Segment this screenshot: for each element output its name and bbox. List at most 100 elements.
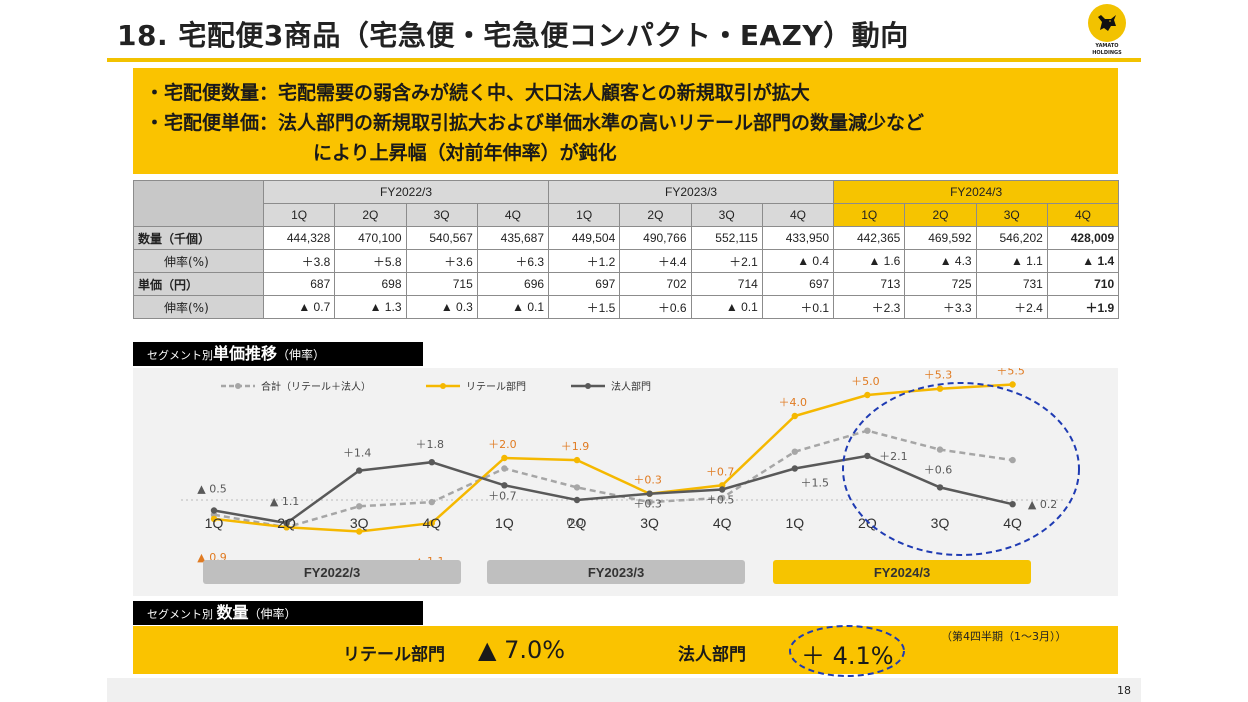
- corporate-volume-value: ＋ 4.1%: [801, 642, 894, 670]
- quarter-header: 3Q: [975, 203, 1048, 227]
- table-cell: ＋3.3: [904, 295, 977, 319]
- table-row-volume: 数量（千個） 444,328 470,100 540,567 435,687 4…: [133, 226, 1120, 250]
- data-point: [428, 498, 435, 506]
- legend-label: 法人部門: [611, 380, 651, 393]
- series-line-2: [213, 454, 1013, 525]
- year-group-label: FY2024/3: [874, 565, 930, 580]
- x-tick-label: 1Q: [495, 515, 514, 531]
- table-quarter-header-row: 1Q 2Q 3Q 4Q 1Q 2Q 3Q 4Q 1Q 2Q 3Q 4Q: [134, 203, 1120, 227]
- table-cell: ＋1.5: [548, 295, 621, 319]
- year-group-bar: [773, 560, 1031, 584]
- table-cell: 696: [476, 272, 550, 296]
- row-label: 伸率(%): [133, 249, 264, 273]
- data-point: [936, 484, 944, 491]
- highlight-ellipse-volume: [789, 625, 905, 677]
- year-group-bar: [487, 560, 745, 584]
- table-cell: 428,009: [1046, 226, 1120, 250]
- legend-marker: [440, 383, 446, 389]
- quarter-header: 4Q: [1046, 203, 1120, 227]
- segment-price-main: 単価推移: [213, 344, 278, 363]
- corporate-point-label: ＋2.1: [879, 450, 908, 463]
- corporate-point-label: ＋0.5: [706, 494, 735, 507]
- data-point: [936, 385, 944, 392]
- corporate-point-label: ＋0.3: [633, 498, 662, 511]
- quarter-note: （第4四半期（1～3月））: [941, 630, 1067, 643]
- data-point: [646, 490, 653, 497]
- quarterly-data-table: FY2022/3 FY2023/3 FY2024/3 1Q 2Q 3Q 4Q 1…: [133, 180, 1120, 319]
- series-line-1: [213, 383, 1013, 533]
- data-point: [791, 448, 798, 455]
- row-label: 単価（円）: [133, 272, 264, 296]
- title-underline: [107, 58, 1141, 62]
- table-cell: 702: [619, 272, 692, 296]
- table-cell: 435,687: [476, 226, 550, 250]
- corporate-point-label: ＋1.4: [343, 447, 372, 460]
- table-cell: ＋5.8: [334, 249, 407, 273]
- table-cell: 546,202: [975, 226, 1048, 250]
- table-cell: ▲ 1.6: [833, 249, 906, 273]
- table-cell: ▲ 0.1: [476, 295, 550, 319]
- data-point: [356, 528, 363, 535]
- year-group-bar: [203, 560, 461, 584]
- x-tick-label: 4Q: [713, 515, 732, 531]
- series-line-0: [213, 429, 1013, 529]
- table-cell: ＋2.3: [833, 295, 906, 319]
- table-cell: 713: [833, 272, 906, 296]
- logo-circle: [1088, 4, 1126, 42]
- table-cell: ▲ 0.1: [690, 295, 763, 319]
- table-cell: 490,766: [619, 226, 692, 250]
- data-point: [1009, 501, 1016, 508]
- corporate-volume-label: 法人部門: [678, 645, 746, 665]
- x-tick-label: 4Q: [1003, 515, 1022, 531]
- table-cell: ＋0.1: [761, 295, 835, 319]
- page-title: 18. 宅配便3商品（宅急便・宅急便コンパクト・EAZY）動向: [117, 19, 909, 52]
- quarter-header: 1Q: [262, 203, 336, 227]
- data-point: [719, 494, 726, 502]
- logo-text-line2: HOLDINGS: [1092, 50, 1122, 56]
- segment-volume-main: 数量: [216, 603, 249, 622]
- corporate-point-label: ▲ 1.1: [270, 495, 299, 508]
- x-tick-label: 3Q: [640, 515, 659, 531]
- data-point: [573, 456, 581, 464]
- table-cell: ＋4.4: [619, 249, 692, 273]
- data-point: [864, 427, 871, 434]
- table-cell: 552,115: [690, 226, 763, 250]
- year-header: FY2024/3: [833, 180, 1120, 204]
- retail-point-label: ＋5.0: [851, 375, 880, 388]
- x-tick-label: 2Q: [858, 515, 877, 531]
- page-number: 18: [1117, 684, 1131, 697]
- retail-point-label: ＋4.0: [779, 396, 808, 409]
- data-point: [646, 498, 653, 506]
- data-point: [573, 484, 581, 491]
- segment-price-label: セグメント別単価推移（伸率）: [133, 342, 423, 366]
- corporate-point-label: ＋1.5: [801, 477, 830, 490]
- table-cell: 715: [405, 272, 478, 296]
- corporate-point-label: 0.0: [566, 516, 584, 529]
- table-cell: ▲ 1.4: [1046, 249, 1120, 273]
- segment-price-suffix: （伸率）: [277, 348, 326, 362]
- year-header: FY2022/3: [262, 180, 550, 204]
- segment-volume-label: セグメント別 数量（伸率）: [133, 601, 423, 625]
- x-tick-label: 4Q: [422, 515, 441, 531]
- retail-point-label: ＋2.0: [488, 438, 517, 451]
- table-cell: 697: [548, 272, 621, 296]
- table-cell: ＋1.2: [548, 249, 621, 273]
- table-cell: 470,100: [334, 226, 407, 250]
- quarter-header: 4Q: [761, 203, 835, 227]
- summary-box: ・宅配便数量：宅配需要の弱含みが続く中、大口法人顧客との新規取引が拡大 ・宅配便…: [133, 68, 1118, 174]
- table-cell: 697: [761, 272, 835, 296]
- table-cell: ▲ 0.4: [761, 249, 835, 273]
- table-row-price: 単価（円） 687 698 715 696 697 702 714 697 71…: [133, 272, 1120, 296]
- logo-text-line1: YAMATO: [1095, 43, 1119, 49]
- table-cell: ＋0.6: [619, 295, 692, 319]
- year-group-label: FY2023/3: [588, 565, 644, 580]
- x-tick-label: 1Q: [785, 515, 804, 531]
- table-cell: 469,592: [904, 226, 977, 250]
- table-cell: ＋2.1: [690, 249, 763, 273]
- table-cell: 449,504: [548, 226, 621, 250]
- data-point: [501, 482, 508, 489]
- volume-growth-band: リテール部門 ▲ 7.0% 法人部門 ＋ 4.1% （第4四半期（1～3月））: [133, 625, 1118, 677]
- segment-volume-prefix: セグメント別: [147, 608, 213, 621]
- data-point: [356, 503, 363, 510]
- quarter-header: 2Q: [619, 203, 692, 227]
